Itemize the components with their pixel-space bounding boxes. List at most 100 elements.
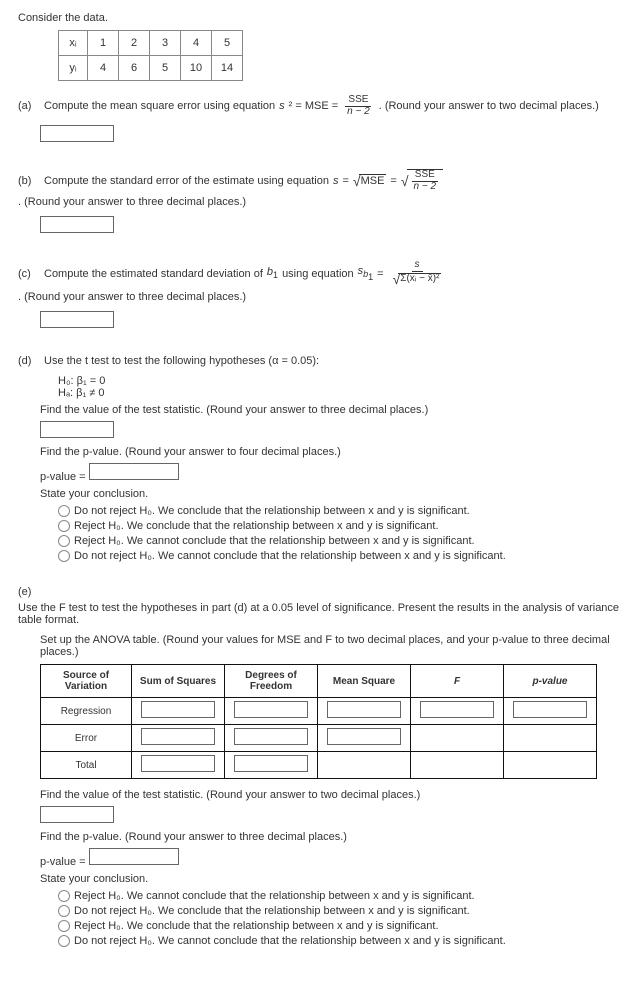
option-text: Reject H₀. We cannot conclude that the r…: [74, 535, 475, 547]
eq: s: [333, 175, 339, 187]
instruction: Find the p-value. (Round your answer to …: [40, 446, 624, 458]
cell: 4: [181, 31, 212, 56]
part-text: . (Round your answer to three decimal pl…: [18, 196, 246, 208]
row-label-x: xᵢ: [59, 31, 88, 56]
eq: =: [390, 175, 396, 187]
option-text: Do not reject H₀. We conclude that the r…: [74, 505, 470, 517]
radio-option[interactable]: [58, 935, 70, 947]
col-header: Sum of Squares: [132, 665, 225, 698]
eq: b1: [267, 266, 278, 280]
instruction: Find the p-value. (Round your answer to …: [40, 831, 624, 843]
row-label-y: yᵢ: [59, 56, 88, 81]
part-letter: (c): [18, 268, 40, 280]
answer-input[interactable]: [89, 848, 179, 865]
instruction: Find the value of the test statistic. (R…: [40, 404, 624, 416]
table-input[interactable]: [234, 728, 308, 745]
denominator: √Σ(xᵢ − x̄)²: [390, 272, 445, 288]
option-text: Do not reject H₀. We cannot conclude tha…: [74, 935, 506, 947]
hypothesis-ha: Hₐ: β₁ ≠ 0: [58, 387, 624, 399]
answer-input[interactable]: [40, 421, 114, 438]
answer-input[interactable]: [40, 806, 114, 823]
radio-option[interactable]: [58, 920, 70, 932]
eq: sb1: [358, 265, 374, 282]
table-input[interactable]: [327, 728, 401, 745]
table-input[interactable]: [141, 755, 215, 772]
cell: 3: [150, 31, 181, 56]
eq: ² = MSE =: [289, 100, 339, 112]
instruction: State your conclusion.: [40, 873, 624, 885]
page-title: Consider the data.: [18, 12, 624, 24]
table-input[interactable]: [420, 701, 494, 718]
row-label: Error: [41, 725, 132, 752]
answer-input[interactable]: [40, 311, 114, 328]
cell: 2: [119, 31, 150, 56]
part-text: . (Round your answer to three decimal pl…: [18, 291, 246, 303]
part-letter: (a): [18, 100, 40, 112]
part-b: (b) Compute the standard error of the es…: [18, 169, 624, 236]
col-header: Mean Square: [318, 665, 411, 698]
row-label: Regression: [41, 698, 132, 725]
table-input[interactable]: [327, 701, 401, 718]
table-input[interactable]: [141, 701, 215, 718]
table-input[interactable]: [234, 755, 308, 772]
col-header: p-value: [504, 665, 597, 698]
part-letter: (b): [18, 175, 40, 187]
radio-option[interactable]: [58, 890, 70, 902]
radio-option[interactable]: [58, 905, 70, 917]
option-text: Do not reject H₀. We conclude that the r…: [74, 905, 470, 917]
option-text: Do not reject H₀. We cannot conclude tha…: [74, 550, 506, 562]
table-input[interactable]: [513, 701, 587, 718]
instruction: Set up the ANOVA table. (Round your valu…: [40, 634, 624, 658]
eq: =: [377, 268, 383, 280]
part-c: (c) Compute the estimated standard devia…: [18, 260, 624, 331]
cell: 5: [212, 31, 243, 56]
part-a: (a) Compute the mean square error using …: [18, 95, 624, 145]
part-text: Compute the mean square error using equa…: [44, 100, 275, 112]
data-table: xᵢ 1 2 3 4 5 yᵢ 4 6 5 10 14: [58, 30, 243, 81]
sqrt: √MSE: [353, 173, 387, 189]
radio-option[interactable]: [58, 535, 70, 547]
part-letter: (e): [18, 586, 40, 598]
eq: =: [342, 175, 348, 187]
cell: 5: [150, 56, 181, 81]
answer-input[interactable]: [40, 216, 114, 233]
table-input[interactable]: [234, 701, 308, 718]
table-input[interactable]: [141, 728, 215, 745]
part-e: (e) Use the F test to test the hypothese…: [18, 586, 624, 947]
col-header: Degrees of Freedom: [225, 665, 318, 698]
option-text: Reject H₀. We cannot conclude that the r…: [74, 890, 475, 902]
fraction: s √Σ(xᵢ − x̄)²: [390, 260, 445, 287]
numerator: s: [412, 260, 423, 272]
part-text: Use the t test to test the following hyp…: [44, 355, 319, 367]
answer-input[interactable]: [89, 463, 179, 480]
part-text: . (Round your answer to two decimal plac…: [379, 100, 599, 112]
option-text: Reject H₀. We conclude that the relation…: [74, 920, 439, 932]
part-text: Compute the estimated standard deviation…: [44, 268, 263, 280]
part-text: using equation: [282, 268, 354, 280]
row-label: Total: [41, 752, 132, 779]
cell: 4: [88, 56, 119, 81]
cell: 14: [212, 56, 243, 81]
cell: 6: [119, 56, 150, 81]
radio-option[interactable]: [58, 550, 70, 562]
sqrt: √ SSE n − 2: [401, 169, 443, 192]
p-label: p-value =: [40, 856, 89, 868]
part-text: Compute the standard error of the estima…: [44, 175, 329, 187]
instruction: Find the value of the test statistic. (R…: [40, 789, 624, 801]
col-header: Source of Variation: [41, 665, 132, 698]
cell: 1: [88, 31, 119, 56]
part-text: Use the F test to test the hypotheses in…: [18, 602, 624, 626]
instruction: State your conclusion.: [40, 488, 624, 500]
denominator: n − 2: [411, 182, 440, 193]
radio-option[interactable]: [58, 520, 70, 532]
p-label: p-value =: [40, 471, 89, 483]
radio-option[interactable]: [58, 505, 70, 517]
denominator: n − 2: [344, 107, 373, 118]
part-d: (d) Use the t test to test the following…: [18, 355, 624, 562]
col-header: F: [411, 665, 504, 698]
option-text: Reject H₀. We conclude that the relation…: [74, 520, 439, 532]
eq: s: [279, 100, 285, 112]
hypothesis-h0: H₀: β₁ = 0: [58, 375, 624, 387]
answer-input[interactable]: [40, 125, 114, 142]
part-letter: (d): [18, 355, 40, 367]
